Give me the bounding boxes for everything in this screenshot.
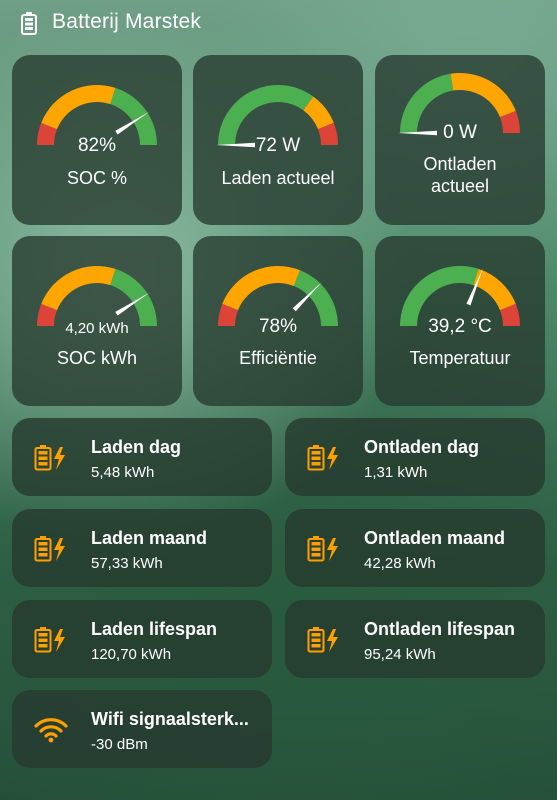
gauge-segment: [110, 87, 157, 145]
header: Batterij Marstek: [0, 0, 557, 46]
gauge-segment: [37, 303, 58, 326]
gauge-value: 39,2 °C: [428, 316, 492, 337]
gauge-segment: [473, 268, 516, 311]
gauge-card-temperatuur[interactable]: 39,2 °C Temperatuur: [375, 236, 545, 406]
gauge-value: 0 W: [443, 122, 477, 143]
gauge-ontladen-actueel: [398, 73, 520, 136]
gauge-value: 78%: [258, 316, 298, 337]
gauge-laden-actueel: [216, 85, 338, 148]
tile-value: 57,33 kWh: [91, 555, 163, 572]
tile-name: Ontladen dag: [364, 437, 480, 457]
gauge-value: 72 W: [255, 135, 301, 156]
battery-charging-icon: [34, 536, 65, 562]
tile-laden-lifespan[interactable]: Laden lifespan 120,70 kWh: [12, 600, 272, 678]
gauge-segment: [110, 268, 157, 326]
tile-value: 1,31 kWh: [364, 464, 428, 481]
battery-charging-icon: [307, 536, 338, 562]
gauge-card-ontladen-actueel[interactable]: 0 W Ontladen actueel: [375, 55, 545, 225]
gauge-soc-kwh: [37, 266, 157, 326]
tile-name: Ontladen maand: [364, 528, 506, 548]
battery-icon: [21, 12, 37, 35]
gauge-value: 82%: [77, 135, 117, 156]
gauge-temperatuur: [400, 266, 520, 326]
gauge-needle: [115, 111, 150, 135]
battery-charging-icon: [34, 627, 65, 653]
gauge-card-soc-kwh[interactable]: 4,20 kWh SOC kWh: [12, 236, 182, 406]
gauge-segment: [41, 266, 116, 311]
tile-laden-dag[interactable]: Laden dag 5,48 kWh: [12, 418, 272, 496]
tile-ontladen-dag[interactable]: Ontladen dag 1,31 kWh: [285, 418, 545, 496]
gauge-label: Efficiëntie: [239, 348, 317, 368]
tile-value: 95,24 kWh: [364, 646, 436, 663]
gauge-value: 4,20 kWh: [65, 320, 129, 337]
tile-value: 42,28 kWh: [364, 555, 436, 572]
tile-name: Wifi signaalsterk...: [91, 709, 249, 729]
gauge-card-efficientie[interactable]: 78% Efficiëntie: [193, 236, 363, 406]
gauge-segment: [293, 270, 338, 326]
gauge-segment: [499, 110, 520, 133]
gauge-segment: [499, 303, 520, 326]
tile-name: Laden dag: [91, 437, 182, 457]
gauge-needle: [115, 292, 150, 316]
gauge-needle: [292, 282, 322, 312]
gauge-segment: [218, 85, 314, 145]
tile-value: 120,70 kWh: [91, 646, 172, 663]
gauge-label: SOC kWh: [56, 348, 137, 368]
battery-charging-icon: [34, 445, 65, 471]
gauge-segment: [41, 85, 116, 130]
gauge-label: Ontladen actueel: [423, 154, 497, 196]
gauge-segment: [450, 73, 516, 118]
tile-value: -30 dBm: [91, 736, 148, 753]
gauge-segment: [317, 122, 338, 145]
battery-charging-icon: [307, 627, 338, 653]
tile-name: Laden lifespan: [91, 619, 218, 639]
gauge-needle: [466, 268, 483, 306]
gauge-segment: [37, 122, 58, 145]
gauge-label: SOC %: [66, 168, 127, 188]
gauge-card-laden-actueel[interactable]: 72 W Laden actueel: [193, 55, 363, 225]
tile-value: 5,48 kWh: [91, 464, 155, 481]
gauge-segment: [222, 266, 301, 311]
tile-laden-maand[interactable]: Laden maand 57,33 kWh: [12, 509, 272, 587]
battery-charging-icon: [307, 445, 338, 471]
gauge-label: Laden actueel: [221, 168, 335, 188]
tile-ontladen-lifespan[interactable]: Ontladen lifespan 95,24 kWh: [285, 600, 545, 678]
gauge-segment: [218, 303, 239, 326]
gauge-segment: [303, 96, 334, 130]
gauge-needle: [216, 142, 255, 148]
gauge-needle: [398, 130, 437, 136]
tile-wifi[interactable]: Wifi signaalsterk... -30 dBm: [12, 690, 272, 768]
tile-name: Laden maand: [91, 528, 208, 548]
wifi-icon: [34, 718, 68, 743]
gauge-soc-percent: [37, 85, 157, 145]
gauge-card-soc-percent[interactable]: 82% SOC %: [12, 55, 182, 225]
gauge-efficientie: [218, 266, 338, 326]
tile-ontladen-maand[interactable]: Ontladen maand 42,28 kWh: [285, 509, 545, 587]
page-title: Batterij Marstek: [52, 10, 202, 33]
tile-name: Ontladen lifespan: [364, 619, 516, 639]
gauge-segment: [400, 266, 479, 326]
gauge-segment: [400, 73, 454, 133]
gauge-label: Temperatuur: [409, 348, 511, 368]
